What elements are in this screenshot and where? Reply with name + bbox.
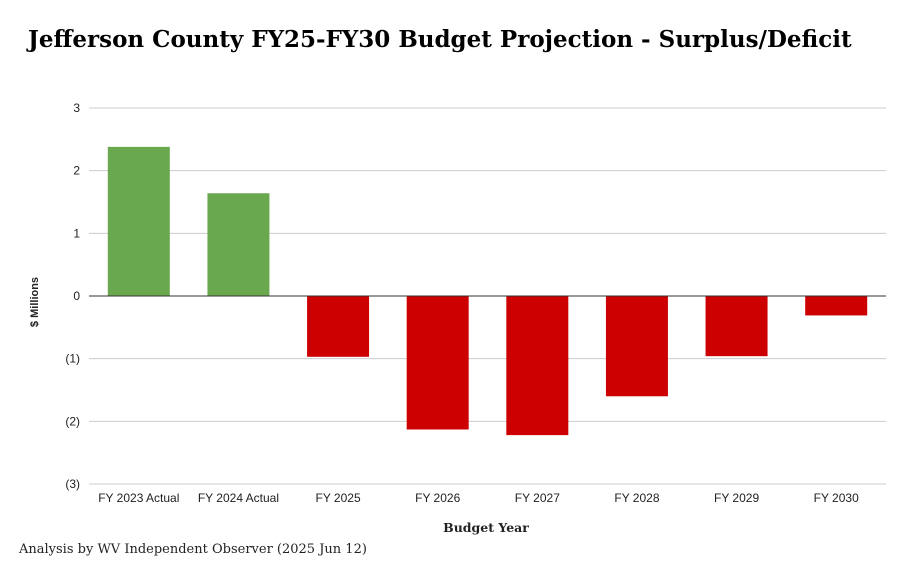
bar bbox=[805, 296, 868, 316]
y-tick-label: 0 bbox=[73, 289, 80, 303]
x-tick-label: FY 2023 Actual bbox=[98, 491, 179, 505]
x-axis-title: Budget Year bbox=[443, 520, 529, 535]
chart-title: Jefferson County FY25-FY30 Budget Projec… bbox=[28, 26, 852, 53]
y-axis-title: $ Millions bbox=[29, 276, 41, 328]
x-tick-label: FY 2030 bbox=[814, 491, 859, 505]
y-tick-label: (3) bbox=[65, 477, 80, 491]
y-tick-label: 1 bbox=[73, 226, 80, 240]
bar bbox=[605, 296, 668, 397]
x-tick-label: FY 2025 bbox=[315, 491, 360, 505]
bar bbox=[406, 296, 469, 430]
bar bbox=[307, 296, 370, 357]
x-tick-label: FY 2027 bbox=[515, 491, 560, 505]
bar bbox=[207, 193, 270, 296]
y-tick-label: (2) bbox=[65, 414, 80, 428]
bar bbox=[705, 296, 768, 357]
x-tick-label: FY 2026 bbox=[415, 491, 460, 505]
x-tick-label: FY 2029 bbox=[714, 491, 759, 505]
footnote: Analysis by WV Independent Observer (202… bbox=[19, 542, 367, 557]
y-tick-label: 3 bbox=[73, 101, 80, 115]
y-tick-label: (1) bbox=[65, 352, 80, 366]
x-tick-label: FY 2024 Actual bbox=[198, 491, 279, 505]
x-tick-label: FY 2028 bbox=[614, 491, 659, 505]
bar bbox=[107, 146, 170, 296]
bar bbox=[506, 296, 569, 436]
y-tick-label: 2 bbox=[73, 164, 80, 178]
